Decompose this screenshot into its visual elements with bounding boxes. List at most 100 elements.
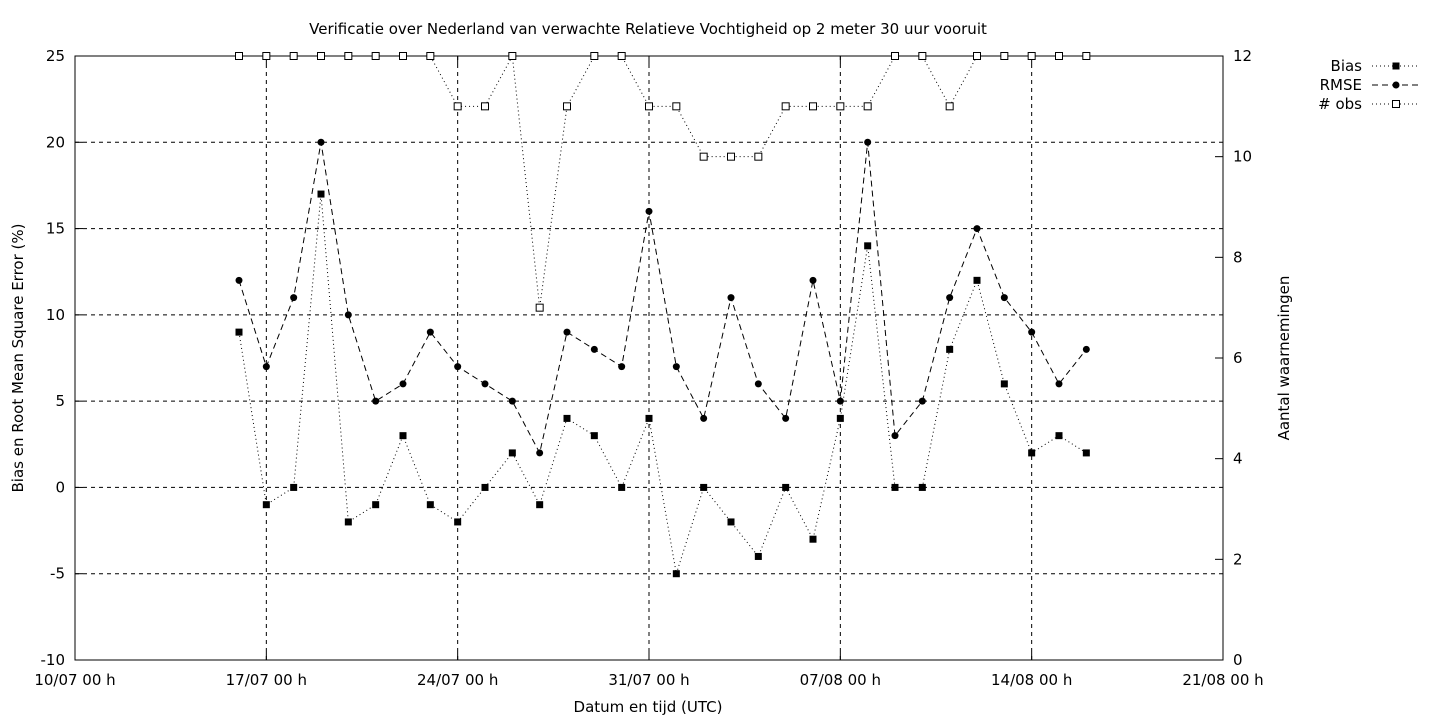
data-point-rmse [1055, 380, 1063, 388]
x-tick-label: 31/07 00 h [608, 671, 689, 689]
data-point-rmse [426, 328, 434, 336]
data-point-obs [973, 52, 981, 60]
data-point-obs [1055, 52, 1063, 60]
x-tick-label: 07/08 00 h [800, 671, 881, 689]
data-point-obs [535, 303, 544, 312]
data-point-rmse [836, 397, 844, 405]
data-point-obs [508, 52, 517, 60]
legend-label-bias: Bias [1331, 57, 1363, 75]
data-point-obs [371, 52, 380, 60]
data-point-obs [235, 52, 243, 60]
grid [75, 56, 1223, 660]
series-line-rmse [238, 142, 1087, 455]
data-point-rmse [536, 449, 544, 457]
data-point-rmse [727, 294, 735, 302]
data-point-bias [344, 518, 352, 526]
data-point-obs [754, 152, 763, 161]
axis-ticks: -10 -5 0 5 10 15 20 25 0 2 4 6 8 10 12 10/07 00 h 17/07 … [34, 47, 1263, 689]
legend-marker-obs [1392, 100, 1400, 108]
data-point-bias [454, 518, 462, 526]
data-point-obs [699, 152, 708, 161]
legend-label-obs: # obs [1318, 95, 1362, 113]
data-point-rmse [918, 397, 926, 405]
data-point-obs [344, 52, 353, 60]
data-point-rmse [235, 276, 243, 284]
data-point-obs [563, 102, 571, 111]
data-point-bias [672, 570, 680, 578]
data-point-bias [864, 242, 872, 250]
data-point-bias [372, 501, 380, 509]
data-point-obs [809, 102, 817, 111]
data-point-rmse [317, 138, 325, 146]
data-point-bias [891, 483, 899, 491]
data-point-bias [782, 483, 790, 491]
x-tick-label: 14/08 00 h [991, 671, 1072, 689]
data-point-obs [891, 52, 899, 60]
x-tick-label: 10/07 00 h [34, 671, 115, 689]
data-point-obs [727, 152, 735, 161]
legend-marker-bias [1392, 62, 1400, 70]
data-point-rmse [672, 363, 680, 371]
data-point-obs [617, 52, 626, 60]
data-point-obs [317, 52, 325, 60]
data-point-rmse [700, 414, 708, 422]
data-point-bias [536, 501, 544, 509]
series-rmse [235, 138, 1090, 457]
y-tick-label: 5 [55, 392, 65, 410]
y2-tick-label: 0 [1233, 651, 1243, 669]
series-obs [235, 52, 1091, 312]
data-point-obs [781, 102, 790, 111]
data-point-bias [399, 432, 407, 440]
data-point-rmse [481, 380, 489, 388]
data-point-bias [1055, 432, 1063, 440]
y2-tick-label: 8 [1233, 248, 1243, 266]
data-point-rmse [590, 345, 598, 353]
data-point-bias [836, 414, 844, 422]
data-point-bias [426, 501, 434, 509]
data-point-bias [317, 190, 325, 198]
data-point-obs [426, 52, 435, 60]
series-line-obs [239, 54, 1087, 308]
data-point-rmse [946, 294, 954, 302]
data-point-rmse [618, 363, 626, 371]
y2-tick-label: 10 [1233, 148, 1252, 166]
data-point-bias [262, 501, 270, 509]
data-point-obs [1000, 52, 1009, 60]
x-tick-label: 17/07 00 h [226, 671, 307, 689]
data-point-bias [1000, 380, 1008, 388]
y2-tick-label: 6 [1233, 349, 1243, 367]
data-point-bias [918, 483, 926, 491]
data-point-obs [399, 52, 407, 60]
data-point-rmse [1000, 294, 1008, 302]
legend-marker-rmse [1392, 81, 1400, 89]
data-point-obs [481, 102, 489, 111]
data-point-rmse [809, 276, 817, 284]
data-point-bias [1082, 449, 1090, 457]
y-tick-label: 20 [46, 133, 65, 151]
data-point-bias [727, 518, 735, 526]
data-point-rmse [290, 294, 298, 302]
y-tick-label: 10 [46, 306, 65, 324]
data-point-bias [809, 535, 817, 543]
data-point-obs [863, 102, 872, 111]
x-tick-label: 24/07 00 h [417, 671, 498, 689]
y-tick-label: 25 [46, 47, 65, 65]
data-point-obs [672, 102, 681, 111]
data-point-bias [563, 414, 571, 422]
series-bias [235, 190, 1090, 578]
data-point-rmse [262, 363, 270, 371]
data-point-bias [946, 345, 954, 353]
data-point-bias [481, 483, 489, 491]
x-axis-label: Datum en tijd (UTC) [574, 698, 723, 716]
data-point-obs [262, 52, 271, 60]
data-point-obs [918, 52, 927, 60]
y2-axis-label: Aantal waarnemingen [1275, 276, 1293, 441]
y-tick-label: 0 [55, 478, 65, 496]
y-tick-label: 15 [46, 220, 65, 238]
y2-tick-label: 4 [1233, 450, 1243, 468]
y2-tick-label: 2 [1233, 550, 1243, 568]
data-point-bias [700, 483, 708, 491]
series-group [235, 52, 1091, 578]
